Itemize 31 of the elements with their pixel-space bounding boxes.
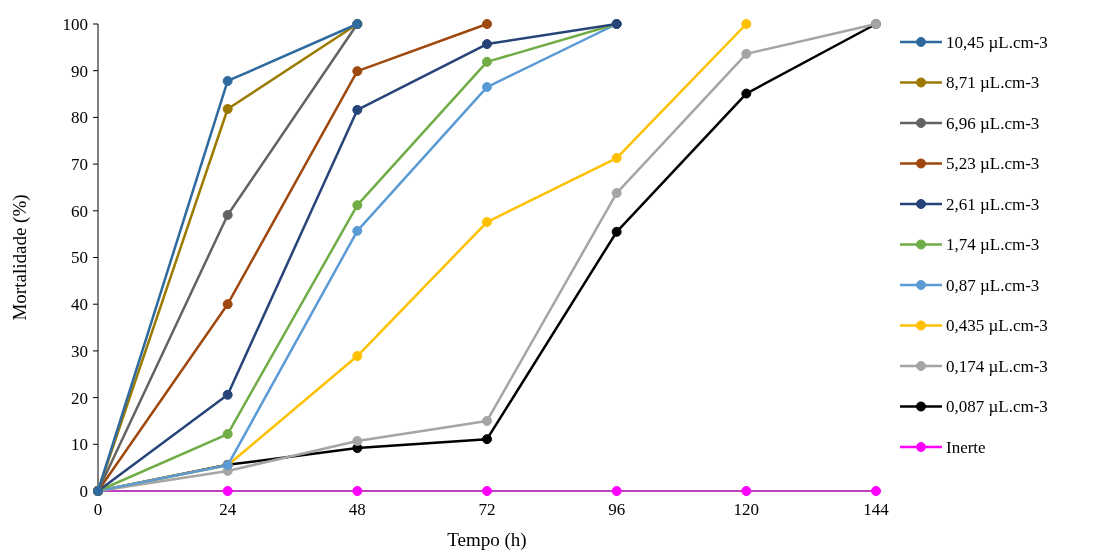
- legend-label: 10,45 µL.cm-3: [946, 32, 1048, 52]
- y-tick-label: 0: [79, 481, 88, 501]
- legend-label: 0,87 µL.cm-3: [946, 275, 1040, 295]
- y-tick-label: 50: [71, 248, 88, 268]
- x-tick-label: 120: [733, 500, 760, 519]
- legend-label: 8,71 µL.cm-3: [946, 73, 1040, 93]
- legend-label: 0,174 µL.cm-3: [946, 356, 1048, 376]
- y-tick-label: 20: [71, 388, 88, 408]
- x-tick-label: 0: [93, 500, 103, 519]
- y-tick-label: 90: [71, 61, 88, 81]
- y-tick-label: 40: [71, 295, 88, 315]
- legend-label: 5,23 µL.cm-3: [946, 154, 1040, 174]
- y-tick-label: 10: [71, 435, 88, 455]
- x-tick-label: 48: [348, 500, 366, 519]
- legend-label: 0,435 µL.cm-3: [946, 316, 1048, 336]
- x-axis-title: Tempo (h): [447, 529, 527, 551]
- y-tick-label: 70: [71, 155, 88, 175]
- x-tick-label: 144: [863, 500, 890, 519]
- legend-label: 0,087 µL.cm-3: [946, 397, 1048, 417]
- x-tick-label: 24: [219, 500, 237, 519]
- y-tick-label: 30: [71, 341, 88, 361]
- x-tick-label: 96: [608, 500, 626, 519]
- x-tick-label: 72: [478, 500, 496, 519]
- legend-label: Inerte: [946, 437, 986, 457]
- legend-label: 1,74 µL.cm-3: [946, 235, 1040, 255]
- y-tick-label: 80: [71, 108, 88, 128]
- y-axis-title: Mortalidade (%): [9, 194, 31, 321]
- y-tick-label: 100: [62, 14, 88, 34]
- legend-label: 2,61 µL.cm-3: [946, 194, 1040, 214]
- legend-label: 6,96 µL.cm-3: [946, 113, 1040, 133]
- y-tick-label: 60: [71, 201, 88, 221]
